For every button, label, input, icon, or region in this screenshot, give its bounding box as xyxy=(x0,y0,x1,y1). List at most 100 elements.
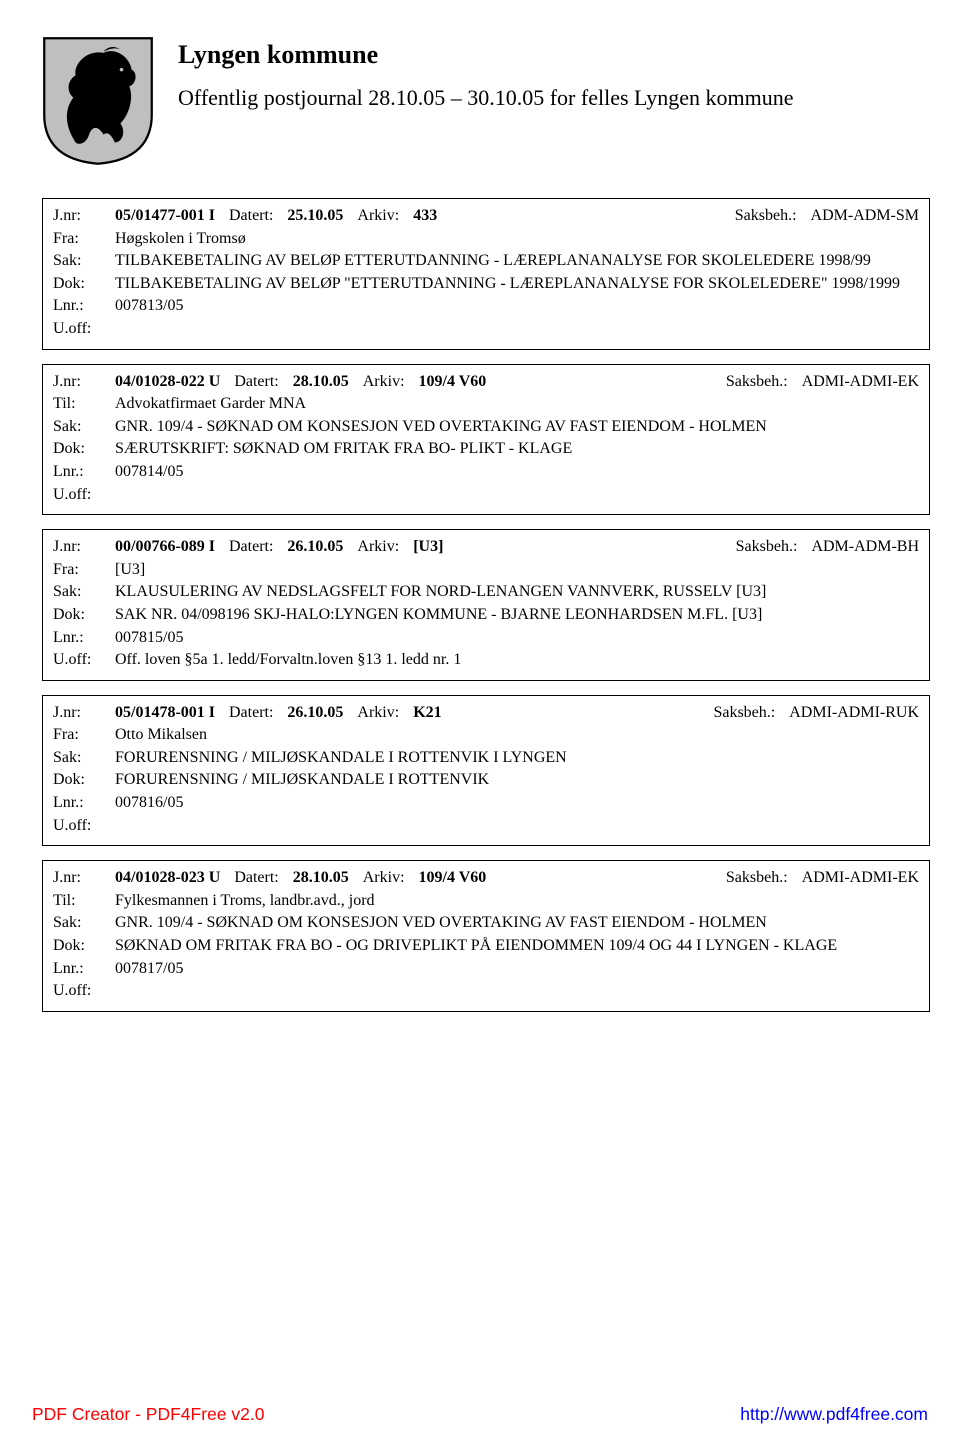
journal-entries: J.nr:05/01477-001 IDatert:25.10.05Arkiv:… xyxy=(42,198,930,1012)
value-jnr: 05/01478-001 I xyxy=(115,702,215,724)
label-lnr: Lnr.: xyxy=(53,958,115,980)
document-header: Lyngen kommune Offentlig postjournal 28.… xyxy=(42,36,930,166)
value-sak: GNR. 109/4 - SØKNAD OM KONSESJON VED OVE… xyxy=(115,416,919,438)
value-sak: FORURENSNING / MILJØSKANDALE I ROTTENVIK… xyxy=(115,747,919,769)
jnr-row: 04/01028-022 U Datert: 28.10.05 Arkiv: 109/4… xyxy=(115,371,919,393)
page-footer: PDF Creator - PDF4Free v2.0 http://www.p… xyxy=(0,1404,960,1425)
value-party: [U3] xyxy=(115,559,919,581)
label-saksbeh: Saksbeh.: xyxy=(736,536,798,558)
label-sak: Sak: xyxy=(53,416,115,438)
value-uoff: Off. loven §5a 1. ledd/Forvaltn.loven §1… xyxy=(115,649,919,671)
value-party: Fylkesmannen i Troms, landbr.avd., jord xyxy=(115,890,919,912)
value-sak: KLAUSULERING AV NEDSLAGSFELT FOR NORD-LE… xyxy=(115,581,919,603)
value-party: Otto Mikalsen xyxy=(115,724,919,746)
value-jnr: 00/00766-089 I xyxy=(115,536,215,558)
label-jnr: J.nr: xyxy=(53,702,115,724)
municipality-crest-icon xyxy=(42,36,154,166)
value-datert: 26.10.05 xyxy=(287,702,343,724)
value-saksbeh: ADMI-ADMI-EK xyxy=(802,867,919,889)
footer-left: PDF Creator - PDF4Free v2.0 xyxy=(32,1404,264,1425)
label-uoff: U.off: xyxy=(53,318,115,340)
value-arkiv: 109/4 V60 xyxy=(419,867,487,889)
label-party: Til: xyxy=(53,393,115,415)
label-saksbeh: Saksbeh.: xyxy=(713,702,775,724)
value-lnr: 007813/05 xyxy=(115,295,919,317)
label-arkiv: Arkiv: xyxy=(363,867,405,889)
label-dok: Dok: xyxy=(53,438,115,460)
jnr-row: 05/01477-001 IDatert:25.10.05Arkiv:433Sa… xyxy=(115,205,919,227)
label-lnr: Lnr.: xyxy=(53,627,115,649)
value-dok: SÆRUTSKRIFT: SØKNAD OM FRITAK FRA BO- PL… xyxy=(115,438,919,460)
label-datert: Datert: xyxy=(229,205,273,227)
label-saksbeh: Saksbeh.: xyxy=(726,371,788,393)
label-jnr: J.nr: xyxy=(53,371,115,393)
label-sak: Sak: xyxy=(53,747,115,769)
label-party: Fra: xyxy=(53,724,115,746)
value-datert: 25.10.05 xyxy=(287,205,343,227)
label-arkiv: Arkiv: xyxy=(357,205,399,227)
value-party: Høgskolen i Tromsø xyxy=(115,228,919,250)
value-saksbeh: ADM-ADM-BH xyxy=(811,536,919,558)
label-sak: Sak: xyxy=(53,581,115,603)
document-title: Lyngen kommune xyxy=(178,40,794,70)
label-uoff: U.off: xyxy=(53,484,115,506)
label-sak: Sak: xyxy=(53,250,115,272)
label-datert: Datert: xyxy=(234,867,278,889)
label-party: Fra: xyxy=(53,559,115,581)
jnr-row: 00/00766-089 I Datert: 26.10.05 Arkiv: [U3] S… xyxy=(115,536,919,558)
footer-right: http://www.pdf4free.com xyxy=(740,1404,928,1425)
jnr-row: 04/01028-023 UDatert:28.10.05Arkiv:109/4… xyxy=(115,867,919,889)
value-saksbeh: ADMI-ADMI-EK xyxy=(802,371,919,393)
journal-entry: J.nr:05/01477-001 I Datert: 25.10.05 Arkiv:… xyxy=(42,198,930,350)
value-sak: TILBAKEBETALING AV BELØP ETTERUTDANNING … xyxy=(115,250,919,272)
value-jnr: 04/01028-022 U xyxy=(115,371,220,393)
label-jnr: J.nr: xyxy=(53,205,115,227)
value-dok: FORURENSNING / MILJØSKANDALE I ROTTENVIK xyxy=(115,769,919,791)
label-uoff: U.off: xyxy=(53,980,115,1002)
value-lnr: 007814/05 xyxy=(115,461,919,483)
label-party: Fra: xyxy=(53,228,115,250)
label-dok: Dok: xyxy=(53,604,115,626)
value-arkiv: 109/4 V60 xyxy=(419,371,487,393)
header-text-block: Lyngen kommune Offentlig postjournal 28.… xyxy=(178,36,794,112)
value-lnr: 007816/05 xyxy=(115,792,919,814)
label-jnr: J.nr: xyxy=(53,867,115,889)
value-arkiv: [U3] xyxy=(413,536,443,558)
value-sak: GNR. 109/4 - SØKNAD OM KONSESJON VED OVE… xyxy=(115,912,919,934)
label-lnr: Lnr.: xyxy=(53,461,115,483)
value-lnr: 007817/05 xyxy=(115,958,919,980)
label-datert: Datert: xyxy=(229,702,273,724)
label-jnr: J.nr: xyxy=(53,536,115,558)
value-datert: 26.10.05 xyxy=(287,536,343,558)
label-datert: Datert: xyxy=(229,536,273,558)
label-lnr: Lnr.: xyxy=(53,295,115,317)
value-dok: TILBAKEBETALING AV BELØP "ETTERUTDANNING… xyxy=(115,273,919,295)
label-arkiv: Arkiv: xyxy=(357,702,399,724)
value-datert: 28.10.05 xyxy=(293,867,349,889)
journal-entry: J.nr:04/01028-023 UDatert:28.10.05Arkiv:… xyxy=(42,860,930,1012)
label-party: Til: xyxy=(53,890,115,912)
label-arkiv: Arkiv: xyxy=(357,536,399,558)
journal-entry: J.nr:05/01478-001 I Datert: 26.10.05 Arkiv:… xyxy=(42,695,930,847)
label-datert: Datert: xyxy=(234,371,278,393)
value-lnr: 007815/05 xyxy=(115,627,919,649)
value-saksbeh: ADMI-ADMI-RUK xyxy=(789,702,919,724)
jnr-row: 05/01478-001 I Datert: 26.10.05 Arkiv: K21 Sa… xyxy=(115,702,919,724)
document-subtitle: Offentlig postjournal 28.10.05 – 30.10.0… xyxy=(178,84,794,112)
label-arkiv: Arkiv: xyxy=(363,371,405,393)
label-saksbeh: Saksbeh.: xyxy=(726,867,788,889)
journal-entry: J.nr:00/00766-089 I Datert: 26.10.05 Arkiv:… xyxy=(42,529,930,681)
label-dok: Dok: xyxy=(53,273,115,295)
label-saksbeh: Saksbeh.: xyxy=(735,205,797,227)
value-dok: SAK NR. 04/098196 SKJ-HALO:LYNGEN KOMMUN… xyxy=(115,604,919,626)
value-jnr: 05/01477-001 I xyxy=(115,205,215,227)
value-arkiv: K21 xyxy=(413,702,441,724)
label-lnr: Lnr.: xyxy=(53,792,115,814)
label-uoff: U.off: xyxy=(53,815,115,837)
value-party: Advokatfirmaet Garder MNA xyxy=(115,393,919,415)
journal-entry: J.nr:04/01028-022 U Datert: 28.10.05 Arkiv:… xyxy=(42,364,930,516)
value-dok: SØKNAD OM FRITAK FRA BO - OG DRIVEPLIKT … xyxy=(115,935,919,957)
label-sak: Sak: xyxy=(53,912,115,934)
label-dok: Dok: xyxy=(53,769,115,791)
value-datert: 28.10.05 xyxy=(293,371,349,393)
